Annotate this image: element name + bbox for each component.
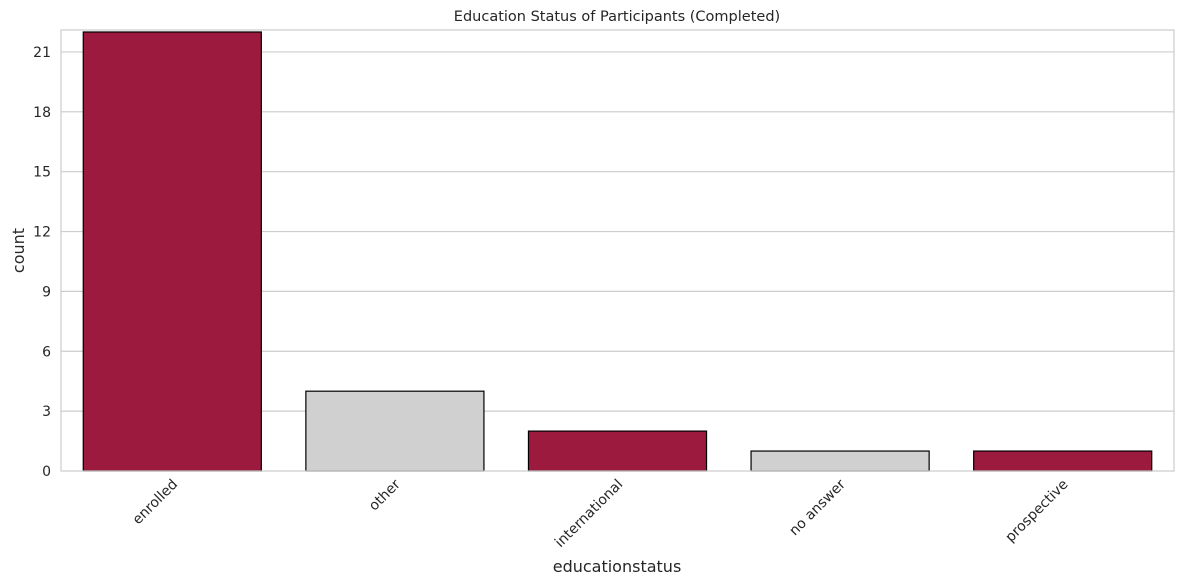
x-axis-label: educationstatus — [553, 557, 682, 576]
bar-international — [527, 430, 708, 472]
y-axis-label: count — [9, 228, 28, 273]
bar-enrolled — [82, 31, 262, 472]
chart-title: Education Status of Participants (Comple… — [454, 9, 780, 25]
y-tick-label: 12 — [33, 225, 51, 241]
bar-prospective — [973, 450, 1153, 472]
y-tick-label: 9 — [42, 284, 51, 300]
y-tick-label: 21 — [33, 45, 51, 61]
bar-no-answer — [750, 450, 930, 472]
x-tick-label: other — [366, 476, 404, 514]
x-tick-labels: enrolled other international no answer prosp… — [130, 476, 1072, 551]
x-tick-label: no answer — [786, 476, 849, 539]
y-tick-label: 0 — [42, 464, 51, 480]
bar-other — [305, 390, 485, 472]
x-tick-label: prospective — [1002, 477, 1071, 546]
y-tick-label: 18 — [33, 105, 51, 121]
x-tick-label: international — [552, 477, 626, 551]
y-tick-label: 6 — [42, 344, 51, 360]
bar-layer — [82, 31, 1153, 472]
y-tick-label: 3 — [42, 404, 51, 420]
plot-frame — [60, 29, 1175, 472]
y-tick-labels: 0 3 6 9 12 15 18 21 — [33, 45, 51, 480]
y-tick-label: 15 — [33, 165, 51, 181]
x-tick-label: enrolled — [130, 477, 181, 528]
